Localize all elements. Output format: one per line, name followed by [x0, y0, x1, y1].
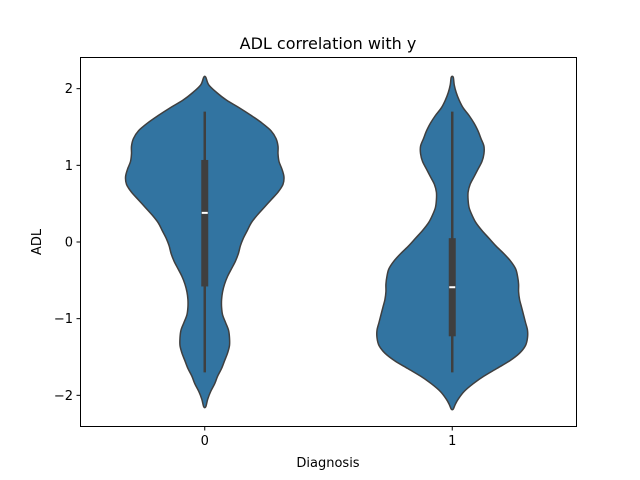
y-tick-label: 0 [65, 236, 73, 251]
y-axis: −2 −1 0 1 2 [54, 82, 81, 404]
x-tick-label: 1 [448, 434, 456, 449]
chart-title: ADL correlation with y [240, 34, 417, 53]
violin-layer [124, 75, 529, 411]
x-tick-label: 0 [201, 434, 209, 449]
y-tick-label: −1 [54, 312, 73, 327]
violin-iqr-box [201, 159, 209, 287]
violin-1 [376, 75, 529, 411]
violin-0 [124, 75, 285, 409]
y-tick-label: −2 [54, 389, 73, 404]
y-tick-label: 2 [65, 82, 73, 97]
y-tick-label: 1 [65, 159, 73, 174]
plot-frame [80, 57, 577, 427]
x-axis-label: Diagnosis [296, 456, 359, 471]
y-axis-label: ADL [30, 228, 45, 255]
